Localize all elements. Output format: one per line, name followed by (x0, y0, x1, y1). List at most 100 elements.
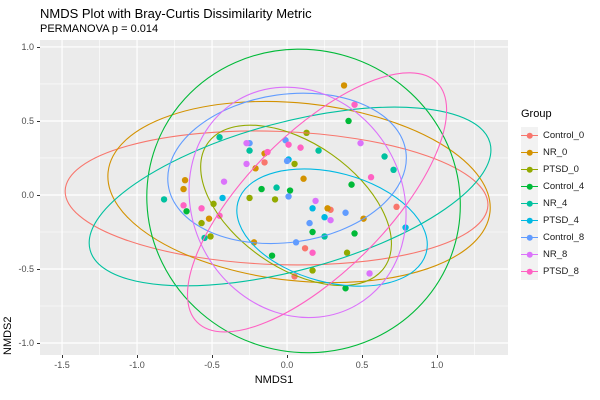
legend-item-NR_4: NR_4 (521, 195, 584, 212)
data-point-NR_4 (315, 147, 322, 154)
data-point-NR_8 (220, 178, 228, 185)
legend-key-icon (521, 263, 538, 280)
x-tick-label: 0.0 (280, 360, 294, 370)
data-point-NR_4 (390, 166, 397, 174)
legend-label: PTSD_0 (543, 164, 579, 175)
x-tick-label: -1.5 (54, 360, 70, 370)
y-tick-label: 0.0 (21, 189, 34, 200)
legend-key-icon (521, 229, 538, 246)
data-point-PTSD_8 (297, 144, 304, 151)
legend-key-dot (526, 200, 533, 207)
data-point-NR_0 (205, 215, 213, 222)
x-tick-mark (212, 355, 214, 358)
data-point-Control_0 (261, 159, 268, 166)
legend-key-dot (526, 268, 533, 275)
data-point-Control_4 (351, 230, 358, 237)
data-point-PTSD_0 (207, 233, 214, 240)
legend-label: NR_0 (543, 147, 568, 158)
data-point-Control_4 (268, 252, 276, 259)
ellipse-NR_4 (88, 106, 492, 287)
data-point-PTSD_8 (285, 141, 292, 148)
legend-key-icon (521, 178, 538, 195)
plot-panel (40, 40, 508, 355)
data-point-Control_8 (285, 193, 292, 200)
y-tick-label: 1.0 (21, 41, 34, 52)
data-point-PTSD_8 (180, 202, 187, 209)
legend-key-icon (521, 127, 538, 144)
data-point-PTSD_4 (309, 205, 316, 212)
data-point-PTSD_0 (343, 249, 351, 256)
legend-label: Control_0 (543, 130, 585, 141)
data-point-PTSD_8 (198, 205, 205, 212)
y-tick-mark (37, 268, 40, 270)
x-tick-mark (62, 355, 64, 358)
data-point-NR_8 (357, 139, 364, 147)
legend-key-icon (521, 246, 538, 263)
legend-items: Control_0 NR_0 PTSD_0 Control_4 NR_4 PTSD_4 Co… (521, 127, 584, 280)
legend-item-Control_4: Control_4 (521, 178, 584, 195)
x-tick-label: 0.5 (355, 360, 369, 370)
data-point-NR_4 (273, 184, 280, 191)
ellipse-NR_0 (107, 100, 491, 284)
data-point-PTSD_0 (309, 267, 316, 274)
legend-label: Control_8 (543, 232, 585, 243)
legend-key-dot (526, 251, 533, 258)
data-point-NR_4 (246, 147, 253, 154)
data-point-PTSD_8 (367, 174, 375, 181)
data-point-NR_4 (160, 196, 168, 203)
x-tick-label: 1.0 (430, 360, 444, 370)
x-tick-mark (137, 355, 139, 358)
y-tick-label: -1.0 (18, 338, 34, 348)
data-point-Control_8 (342, 209, 349, 216)
data-point-NR_0 (300, 175, 307, 182)
legend-item-PTSD_4: PTSD_4 (521, 212, 584, 229)
legend-key-dot (526, 166, 533, 173)
ellipse-PTSD_4 (236, 168, 428, 287)
legend: Group Control_0 NR_0 PTSD_0 Control_4 NR_4 PT… (521, 108, 584, 280)
data-point-Control_4 (309, 228, 316, 236)
data-point-NR_8 (327, 216, 334, 224)
x-tick-label: -0.5 (204, 360, 220, 370)
legend-item-Control_8: Control_8 (521, 229, 584, 246)
ellipse-Control_0 (64, 130, 489, 266)
x-tick-mark (287, 355, 289, 358)
data-point-PTSD_0 (291, 160, 298, 168)
data-point-Control_0 (393, 203, 400, 211)
legend-key-dot (526, 149, 533, 156)
x-axis-title: NMDS1 (254, 374, 294, 386)
plot-title: NMDS Plot with Bray-Curtis Dissimilarity… (40, 6, 312, 21)
data-point-NR_0 (324, 205, 331, 212)
legend-key-icon (521, 161, 538, 178)
data-point-Control_4 (345, 117, 352, 125)
y-tick-mark (37, 194, 40, 196)
data-point-Control_4 (258, 185, 265, 193)
data-point-NR_8 (243, 139, 250, 147)
y-tick-label: 0.5 (21, 115, 34, 126)
data-point-PTSD_0 (271, 196, 279, 203)
legend-key-icon (521, 144, 538, 161)
legend-label: NR_4 (543, 198, 568, 209)
data-point-NR_4 (216, 134, 223, 141)
data-point-PTSD_8 (309, 249, 316, 256)
ellipse-NR_8 (188, 86, 407, 319)
data-point-NR_4 (381, 153, 388, 160)
data-point-Control_4 (342, 285, 349, 292)
legend-label: Control_4 (543, 181, 585, 192)
data-point-PTSD_4 (219, 194, 226, 202)
legend-item-NR_8: NR_8 (521, 246, 584, 263)
data-point-Control_4 (286, 187, 294, 194)
y-tick-mark (37, 343, 40, 344)
data-point-NR_8 (366, 270, 373, 277)
legend-key-icon (521, 195, 538, 212)
data-point-NR_0 (181, 176, 189, 184)
legend-label: NR_8 (543, 249, 568, 260)
data-point-PTSD_8 (351, 101, 358, 108)
data-point-PTSD_0 (246, 194, 253, 202)
data-point-PTSD_0 (198, 219, 205, 227)
legend-key-dot (526, 183, 533, 190)
legend-item-Control_0: Control_0 (521, 127, 584, 144)
ellipse-Control_4 (146, 48, 461, 354)
data-point-Control_0 (301, 245, 309, 252)
legend-item-PTSD_8: PTSD_8 (521, 263, 584, 280)
